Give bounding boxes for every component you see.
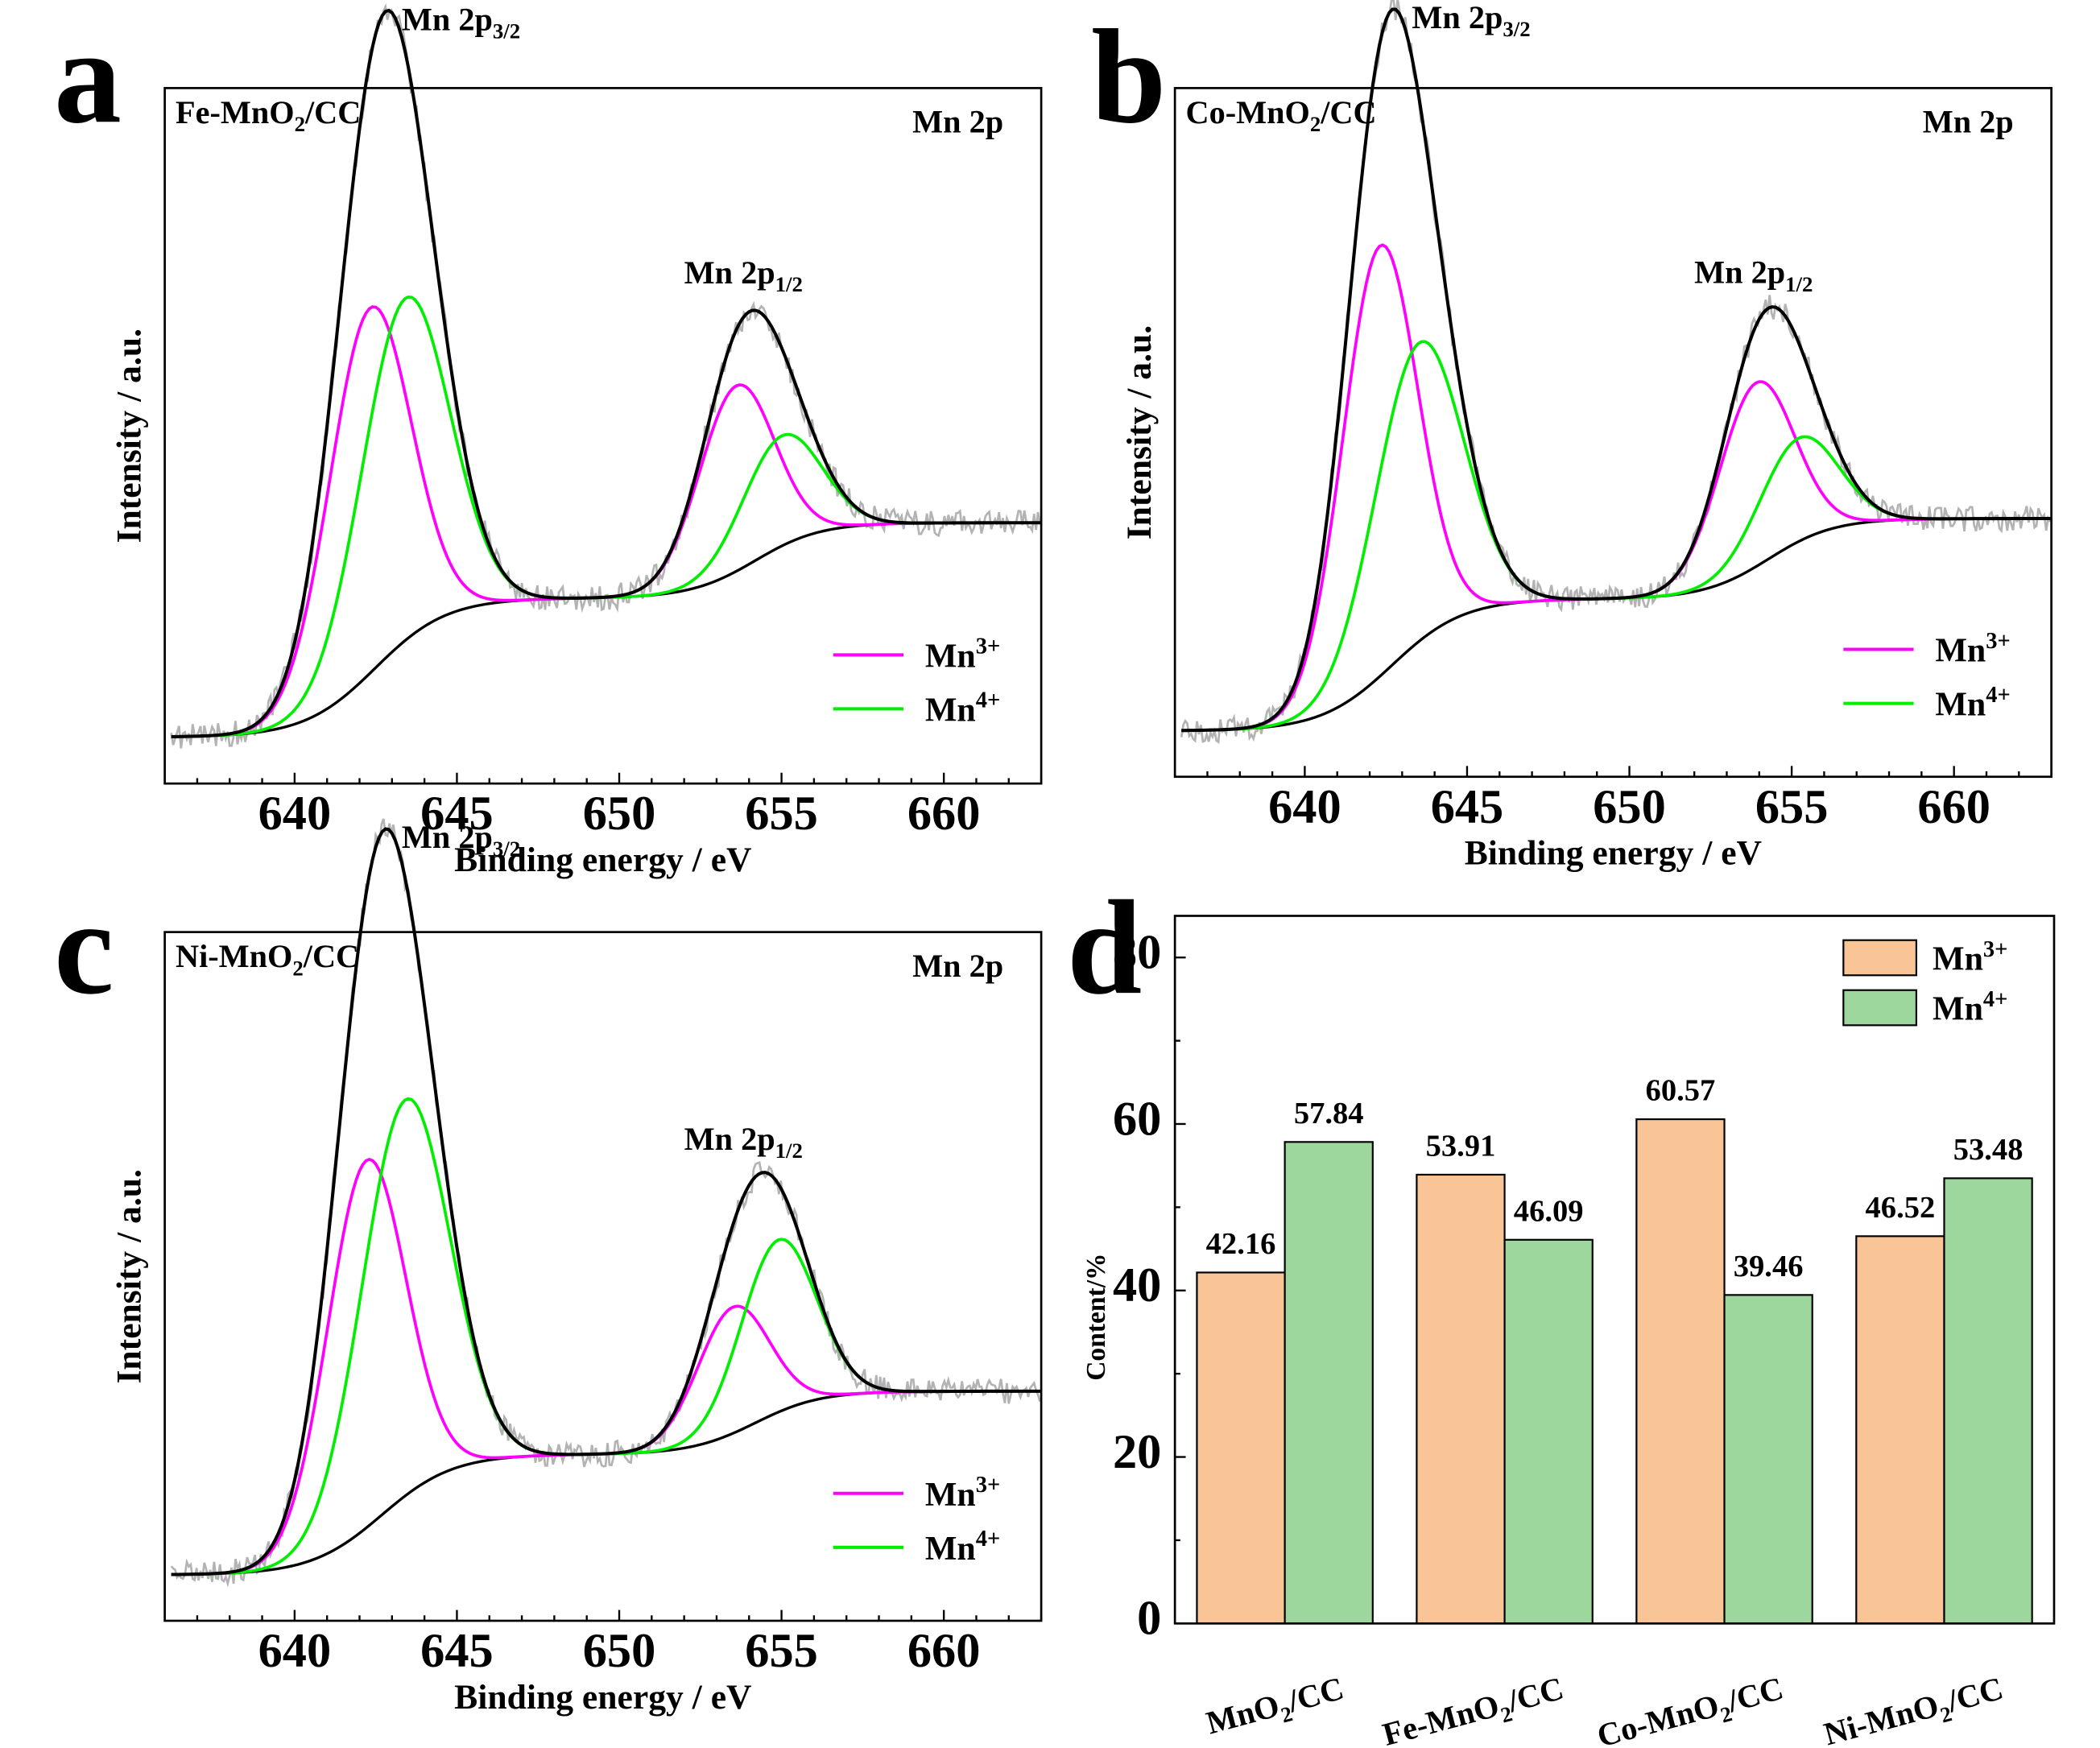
x-tick-label: 645 — [420, 787, 494, 841]
bar-mn4 — [1503, 1238, 1594, 1625]
mn3-fit-curve — [171, 305, 977, 738]
bar-value-label: 46.09 — [1514, 1194, 1584, 1228]
x-tick-label: 655 — [1755, 780, 1829, 834]
bar-mn3 — [1635, 1118, 1726, 1625]
peak-label: Mn 2p3/2 — [402, 2, 520, 43]
plot-frame — [1173, 87, 2052, 779]
bar-mn3 — [1196, 1271, 1286, 1625]
legend-mn4-label: Mn4+ — [1933, 987, 2007, 1028]
x-axis-label: Binding energy / eV — [454, 841, 751, 879]
x-tick-label: 645 — [420, 1624, 494, 1678]
envelope-curve — [171, 8, 1042, 738]
xps-panel-c: 640 645 650 655 660 Binding energy / eV Intens… — [110, 818, 1043, 1717]
bar-mn3 — [1416, 1173, 1506, 1625]
envelope-curve — [1181, 7, 2052, 733]
bar-panel-d: 42.16 57.84 MnO2/CC 53.91 46.09 Fe-MnO2/CC 60.… — [1081, 915, 2056, 1748]
panel-letter-b: b — [1091, 2, 1166, 151]
peak-label: Mn 2p1/2 — [684, 254, 803, 296]
bar-value-label: 53.91 — [1426, 1129, 1496, 1163]
x-tick-label: 650 — [1593, 780, 1666, 834]
y-axis-label: Intensity / a.u. — [110, 1169, 148, 1383]
x-tick-label: 645 — [1431, 780, 1504, 834]
mn3-fit-curve — [171, 1157, 977, 1577]
legend-mn4-swatch — [1842, 989, 1917, 1027]
peak-label: Mn 2p3/2 — [1412, 0, 1530, 41]
legend-mn3-swatch — [1842, 939, 1917, 977]
x-tick-label: 655 — [745, 1624, 818, 1678]
legend-mn4-label: Mn4+ — [1935, 683, 2010, 724]
x-tick-label: 660 — [907, 787, 981, 841]
bar-value-label: 53.48 — [1953, 1133, 2024, 1167]
x-tick-label: 655 — [745, 787, 818, 841]
envelope-curve — [171, 827, 1042, 1577]
plot-frame — [1173, 915, 2056, 1625]
panel-letter-d: d — [1067, 874, 1142, 1023]
plot-frame — [163, 931, 1043, 1622]
panel-letter-c: c — [54, 874, 114, 1023]
bar-mn4 — [1943, 1177, 2033, 1625]
region-label: Mn 2p — [912, 104, 1003, 140]
bar-value-label: 39.46 — [1734, 1250, 1804, 1283]
sample-name: Co-MnO2/CC — [1186, 94, 1377, 136]
legend-mn3-label: Mn3+ — [1933, 937, 2007, 978]
legend-mn3-label: Mn3+ — [1935, 629, 2010, 670]
bar-value-label: 57.84 — [1294, 1097, 1364, 1130]
bar-mn4 — [1284, 1141, 1374, 1625]
legend-mn4-label: Mn4+ — [925, 688, 1000, 729]
bar-value-label: 60.57 — [1646, 1074, 1716, 1108]
bar-value-label: 46.52 — [1866, 1191, 1936, 1225]
x-tick-label: 660 — [1917, 780, 1990, 834]
x-category-label: Ni-MnO2/CC — [1820, 1670, 2008, 1748]
y-tick-label: 60 — [1113, 1092, 1161, 1146]
x-axis-label: Binding energy / eV — [454, 1678, 751, 1717]
y-axis-label: Intensity / a.u. — [1120, 325, 1159, 539]
x-tick-label: 660 — [907, 1624, 981, 1678]
bar-mn3 — [1855, 1235, 1945, 1625]
x-tick-label: 640 — [1268, 780, 1341, 834]
region-label: Mn 2p — [912, 948, 1003, 984]
xps-panel-a: 640 645 650 655 660 Binding energy / eV Intens… — [110, 2, 1043, 879]
plot-frame — [163, 87, 1043, 785]
x-axis-label: Binding energy / eV — [1465, 834, 1762, 873]
background-curve — [171, 1390, 1042, 1577]
y-tick-label: 80 — [1113, 926, 1161, 980]
y-axis-label: Content/% — [1081, 1253, 1111, 1380]
y-tick-label: 40 — [1113, 1258, 1161, 1312]
peak-label: Mn 2p3/2 — [402, 819, 520, 861]
peak-label: Mn 2p1/2 — [1694, 254, 1813, 296]
y-axis-label: Intensity / a.u. — [110, 329, 148, 543]
region-label: Mn 2p — [1923, 104, 2014, 140]
legend-mn3-label: Mn3+ — [925, 1473, 1000, 1514]
peak-label: Mn 2p1/2 — [684, 1121, 803, 1163]
bar-value-label: 42.16 — [1206, 1227, 1276, 1261]
legend-mn4-label: Mn4+ — [925, 1527, 1000, 1568]
bar-mn4 — [1723, 1294, 1813, 1625]
x-category-label: Co-MnO2/CC — [1594, 1670, 1788, 1748]
sample-name: Fe-MnO2/CC — [176, 94, 361, 136]
x-tick-label: 650 — [583, 1624, 656, 1678]
x-tick-label: 640 — [258, 787, 332, 841]
x-tick-label: 650 — [583, 787, 656, 841]
x-tick-label: 640 — [258, 1624, 332, 1678]
xps-panel-b: 640 645 650 655 660 Binding energy / eV Intens… — [1120, 0, 2052, 873]
panel-letter-a: a — [54, 2, 122, 151]
y-tick-label: 20 — [1113, 1425, 1161, 1479]
sample-name: Ni-MnO2/CC — [176, 938, 359, 980]
legend-mn3-label: Mn3+ — [925, 634, 1000, 676]
x-category-label: MnO2/CC — [1202, 1670, 1349, 1746]
y-tick-label: 0 — [1137, 1592, 1161, 1646]
x-category-label: Fe-MnO2/CC — [1379, 1670, 1569, 1748]
